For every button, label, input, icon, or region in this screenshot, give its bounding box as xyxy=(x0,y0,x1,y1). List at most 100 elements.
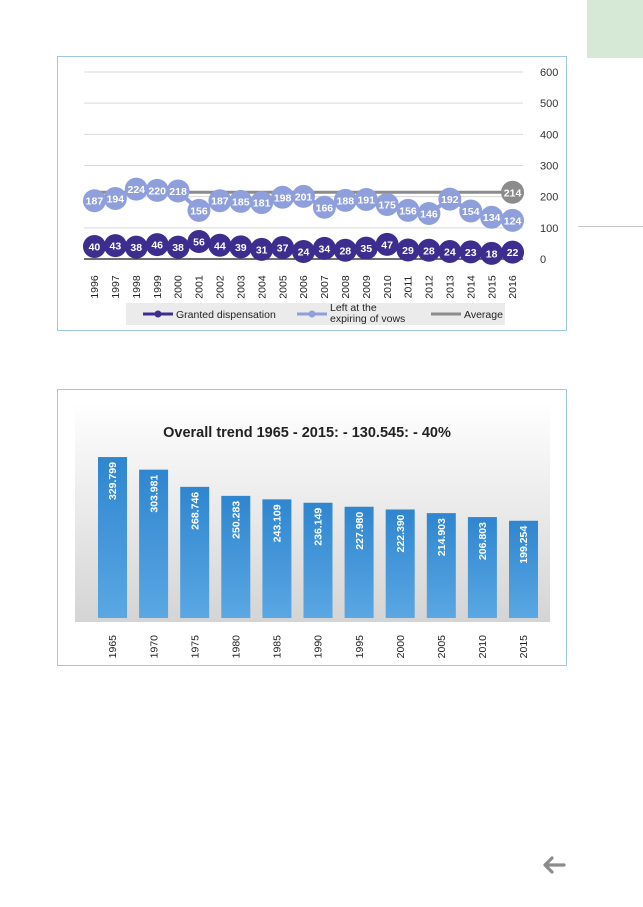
data-point xyxy=(501,240,525,264)
x-tick-label: 1999 xyxy=(152,275,164,299)
side-divider xyxy=(578,226,643,227)
data-label: 188 xyxy=(337,195,355,207)
x-tick-label: 2010 xyxy=(382,275,394,299)
arrow-left-icon[interactable] xyxy=(540,855,566,875)
bar xyxy=(221,495,251,618)
x-tick-label: 1985 xyxy=(272,635,284,659)
data-label: 185 xyxy=(232,196,250,208)
bar xyxy=(303,502,333,618)
data-label: 38 xyxy=(172,242,184,254)
data-label: 34 xyxy=(319,243,331,255)
data-label: 28 xyxy=(423,245,435,257)
legend-label: Left at the expiring of vows xyxy=(330,302,405,325)
x-tick-label: 2011 xyxy=(403,276,415,299)
data-label: 192 xyxy=(441,194,459,206)
data-label: 175 xyxy=(378,199,396,211)
x-tick-label: 2005 xyxy=(436,635,448,659)
data-point xyxy=(187,230,211,254)
data-point xyxy=(438,240,462,264)
data-label: 166 xyxy=(316,202,334,214)
vows-line-chart: 0 100 200 300 400 500 600 1996 1997 1998 1999 2000 2… xyxy=(82,67,558,325)
data-label: 124 xyxy=(504,215,522,227)
bar xyxy=(98,457,127,618)
x-tick-label: 1970 xyxy=(148,635,160,659)
data-point xyxy=(312,195,336,219)
x-tick-label: 2015 xyxy=(486,275,498,299)
average-label: 214 xyxy=(504,187,522,199)
average-point xyxy=(501,180,525,204)
bar xyxy=(262,499,292,618)
data-label: 28 xyxy=(339,245,351,257)
data-point xyxy=(208,233,232,257)
data-label: 156 xyxy=(190,205,208,217)
x-tick-label: 2015 xyxy=(518,635,530,659)
corner-tab xyxy=(587,0,643,58)
x-tick-label: 2008 xyxy=(340,275,352,299)
data-point xyxy=(271,185,295,209)
y-tick-label: 600 xyxy=(540,67,558,79)
x-tick-label: 1975 xyxy=(189,635,201,659)
data-point xyxy=(187,198,211,222)
x-tick-label: 2009 xyxy=(361,275,373,299)
x-tick-label: 2002 xyxy=(215,275,227,299)
x-tick-label: 2000 xyxy=(173,275,185,299)
bar-value-label: 199.254 xyxy=(518,526,530,564)
y-tick-label: 0 xyxy=(540,254,546,266)
data-point xyxy=(250,237,274,261)
data-point xyxy=(396,238,420,262)
bar-value-label: 227.980 xyxy=(354,512,366,550)
data-label: 46 xyxy=(151,240,163,252)
bar-value-label: 250.283 xyxy=(230,501,242,539)
data-label: 201 xyxy=(295,191,313,203)
data-label: 198 xyxy=(274,192,292,204)
data-point xyxy=(271,235,295,259)
data-label: 24 xyxy=(444,247,456,259)
bar-value-label: 206.803 xyxy=(477,522,489,560)
data-label: 220 xyxy=(148,185,166,197)
data-point xyxy=(208,189,232,213)
x-tick-label: 2004 xyxy=(256,275,268,299)
data-point xyxy=(103,234,127,258)
data-label: 47 xyxy=(381,239,393,251)
x-tick-label: 2007 xyxy=(319,275,331,299)
data-label: 29 xyxy=(402,245,414,257)
y-tick-label: 400 xyxy=(540,129,558,141)
data-label: 31 xyxy=(256,244,268,256)
chart-title: Overall trend 1965 - 2015: - 130.545: - … xyxy=(163,425,451,441)
x-tick-label: 1996 xyxy=(89,275,101,299)
trend-chart-panel: Overall trend 1965 - 2015: - 130.545: - … xyxy=(57,389,567,666)
data-point xyxy=(166,235,190,259)
bar-value-label: 236.149 xyxy=(313,508,325,546)
data-label: 194 xyxy=(107,194,125,206)
data-point xyxy=(480,241,504,265)
data-point xyxy=(459,240,483,264)
data-point xyxy=(375,192,399,216)
data-label: 187 xyxy=(211,196,229,208)
x-tick-label: 2012 xyxy=(424,275,436,299)
data-label: 134 xyxy=(483,212,501,224)
data-label: 22 xyxy=(507,247,519,259)
data-point xyxy=(333,188,357,212)
x-tick-label: 1965 xyxy=(107,635,119,659)
y-tick-label: 500 xyxy=(540,98,558,110)
data-point xyxy=(82,189,106,213)
data-point xyxy=(103,187,127,211)
x-tick-label: 1995 xyxy=(354,635,366,659)
data-point xyxy=(124,177,148,201)
trend-bar-chart: Overall trend 1965 - 2015: - 130.545: - … xyxy=(75,402,550,659)
x-tick-label: 2010 xyxy=(477,635,489,659)
bar-value-label: 268.746 xyxy=(189,492,201,530)
bar xyxy=(509,520,538,618)
bar xyxy=(426,513,456,618)
vows-chart-panel: 0 100 200 300 400 500 600 1996 1997 1998 1999 2000 2… xyxy=(57,56,567,331)
data-label: 191 xyxy=(357,194,375,206)
x-tick-label: 1990 xyxy=(313,635,325,659)
bar-value-label: 303.981 xyxy=(148,475,160,513)
data-point xyxy=(396,198,420,222)
data-point xyxy=(250,191,274,215)
x-tick-label: 2005 xyxy=(277,275,289,299)
data-label: 35 xyxy=(360,243,372,255)
data-label: 23 xyxy=(465,247,477,259)
x-tick-label: 1998 xyxy=(131,275,143,299)
data-point xyxy=(417,201,441,225)
